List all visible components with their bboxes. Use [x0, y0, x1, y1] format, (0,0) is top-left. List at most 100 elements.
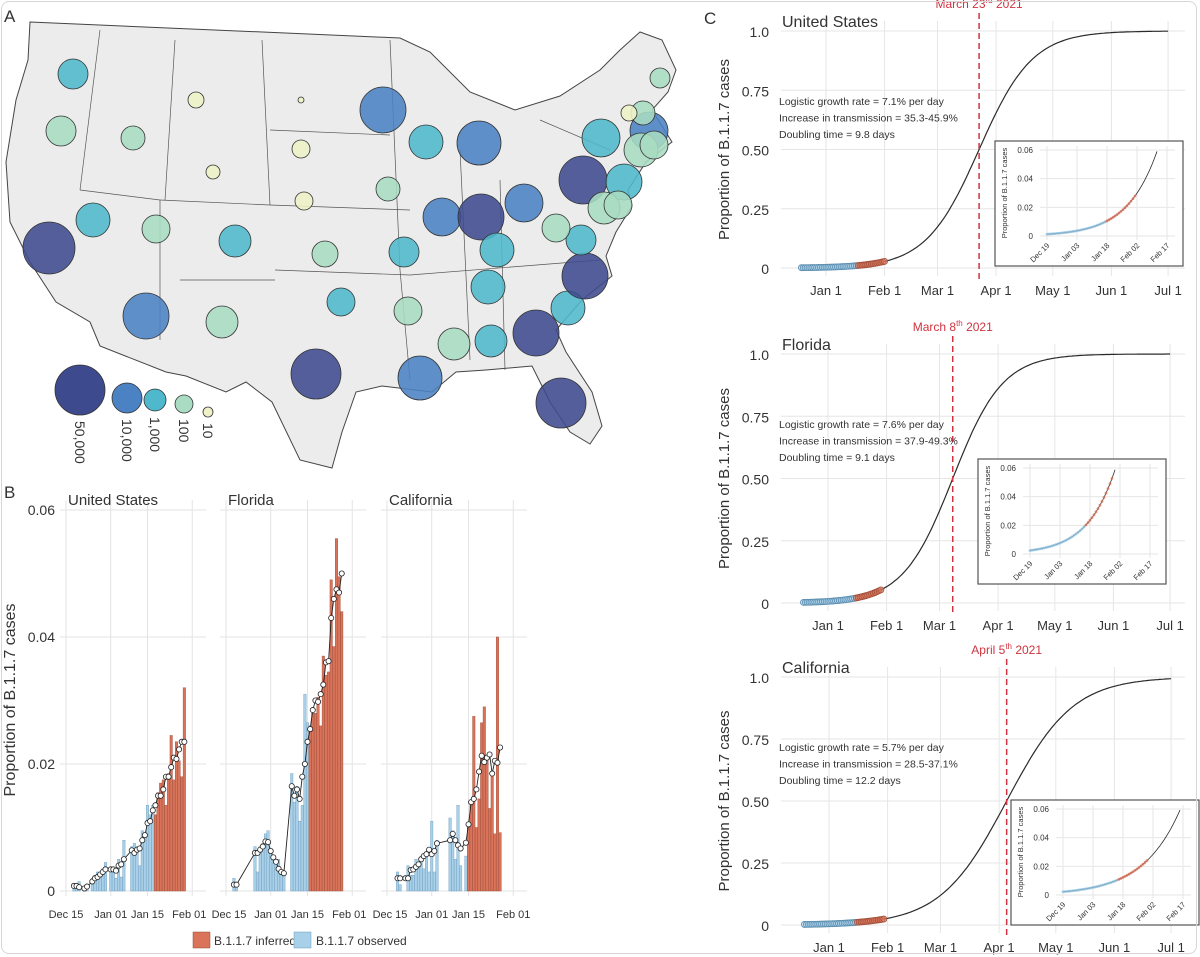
inset-point-inferred — [1123, 206, 1127, 210]
bar-observed — [425, 852, 428, 892]
panel-label-c: C — [704, 9, 716, 28]
trend-point — [265, 839, 272, 846]
inset-point-inferred — [1141, 862, 1145, 866]
x-tick-label: Feb 1 — [870, 618, 903, 633]
inset-point-inferred — [1139, 864, 1143, 868]
trend-point — [315, 698, 322, 705]
facet-title: California — [389, 492, 453, 509]
y-tick-label: 0.75 — [742, 409, 769, 425]
bar-inferred — [313, 713, 317, 892]
x-tick-label: Apr 1 — [984, 940, 1015, 955]
trend-point — [149, 807, 156, 814]
bar-observed — [464, 855, 468, 892]
y-axis-label: Proportion of B.1.1.7 cases — [2, 604, 19, 797]
trend-point — [476, 768, 483, 775]
inset-y-tick-label: 0.04 — [1033, 834, 1049, 843]
inset-point-inferred — [1084, 523, 1088, 527]
trend-point — [259, 843, 266, 850]
bar-observed — [448, 817, 452, 892]
inset-point-observed — [1053, 232, 1057, 235]
inset-point-inferred — [1145, 859, 1149, 862]
bar-inferred — [340, 611, 344, 892]
logistic-curve — [867, 30, 1169, 266]
inset-point-inferred — [1115, 213, 1119, 216]
bar-observed — [398, 884, 402, 892]
bar-inferred — [177, 760, 181, 892]
y-tick-label: 0 — [47, 883, 55, 899]
midpoint-date-label: April 5th 2021 — [971, 642, 1042, 657]
point-inferred — [877, 586, 885, 594]
midpoint-year: 2021 — [1012, 643, 1042, 657]
inset-point-inferred — [1129, 199, 1133, 203]
inset-point-inferred — [1086, 521, 1090, 525]
midpoint-date-suffix: th — [1005, 642, 1012, 651]
trend-point — [486, 751, 493, 758]
trend-point — [181, 738, 188, 745]
trend-point — [296, 795, 303, 802]
case-count-bubble — [512, 309, 560, 357]
y-axis-label: Proportion of B.1.1.7 cases — [716, 711, 733, 892]
inset-y-tick-label: 0.04 — [1017, 175, 1033, 184]
bar-observed — [298, 820, 302, 892]
case-count-bubble — [122, 292, 170, 340]
case-count-bubble — [504, 183, 544, 223]
case-count-bubble — [397, 355, 443, 401]
midpoint-date-label: March 8th 2021 — [913, 319, 993, 334]
inset-y-tick-label: 0.06 — [1033, 805, 1049, 814]
trend-point — [267, 847, 274, 854]
bar-observed — [459, 865, 463, 892]
case-count-bubble — [311, 240, 339, 268]
trend-point — [470, 795, 477, 802]
x-tick-label: Dec 15 — [49, 909, 84, 921]
midpoint-date: March 23 — [935, 0, 985, 11]
bar-inferred — [337, 576, 341, 892]
inset-point-observed — [1045, 232, 1049, 236]
trend-point — [330, 595, 337, 602]
trend-point — [84, 883, 91, 890]
trend-point — [112, 867, 119, 874]
trend-point — [291, 792, 298, 799]
legend-label-inferred: B.1.1.7 inferred — [214, 934, 296, 948]
x-tick-label: May 1 — [1038, 940, 1073, 955]
bar-inferred — [467, 824, 470, 892]
case-count-bubble — [57, 58, 89, 90]
y-tick-label: 0.75 — [742, 732, 769, 748]
inset-point-inferred — [1098, 503, 1102, 507]
panel-title: United States — [782, 14, 878, 31]
y-tick-label: 0 — [761, 596, 769, 612]
bar-inferred — [474, 827, 478, 892]
legend-label: 100 — [176, 419, 192, 443]
midpoint-year: 2021 — [963, 320, 993, 334]
trend-point — [431, 847, 438, 854]
y-tick-label: 0 — [761, 261, 769, 277]
trend-point — [307, 726, 314, 733]
trend-point — [457, 845, 464, 852]
case-count-bubble — [565, 224, 597, 256]
y-tick-label: 0.02 — [28, 756, 55, 772]
case-count-bubble — [457, 193, 505, 241]
bar-inferred — [308, 725, 312, 892]
facet-california: Dec 15 Jan 01 Jan 15 Feb 01 California — [373, 492, 531, 921]
us-map: 50,000 10,000 1,000 100 10 — [5, 21, 677, 469]
case-count-bubble — [456, 120, 502, 166]
bar-observed — [282, 874, 286, 892]
case-count-bubble — [649, 67, 671, 89]
y-axis-label: Proportion of B.1.1.7 cases — [716, 388, 733, 569]
inset-point-observed — [1076, 531, 1080, 534]
legend-label: 1,000 — [147, 417, 163, 452]
state-border — [159, 199, 271, 206]
inset-y-axis-label: Proportion of B.1.1.7 cases — [1000, 148, 1009, 239]
inset-point-inferred — [1137, 866, 1141, 869]
bar-inferred — [490, 773, 494, 892]
x-tick-label: Jan 01 — [94, 909, 127, 921]
inset-point-inferred — [1102, 496, 1106, 499]
trend-point — [270, 854, 277, 861]
inset-y-tick-label: 0 — [1029, 232, 1034, 241]
trend-point — [118, 861, 125, 868]
case-count-bubble — [359, 86, 407, 134]
y-tick-label: 1.0 — [750, 347, 770, 363]
trend-point — [280, 870, 287, 877]
state-border — [274, 269, 411, 276]
legend-label: 50,000 — [72, 421, 88, 464]
inset-y-tick-label: 0.06 — [1000, 464, 1016, 473]
